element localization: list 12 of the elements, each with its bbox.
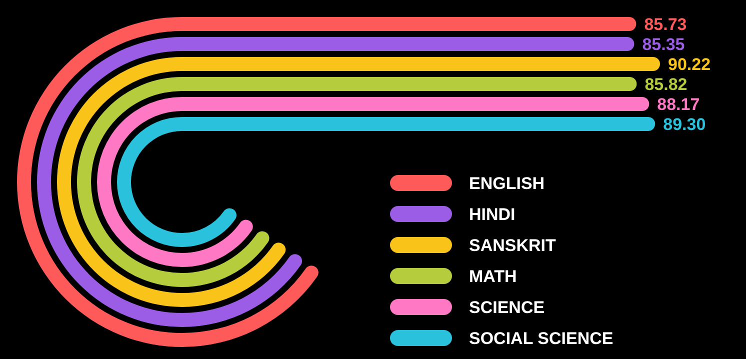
legend-label: SOCIAL SCIENCE xyxy=(469,328,614,348)
legend-label: SANSKRIT xyxy=(469,236,557,255)
data-label: 85.82 xyxy=(644,74,688,94)
legend-label: ENGLISH xyxy=(469,174,545,193)
data-label: 90.22 xyxy=(668,54,711,74)
data-label: 88.17 xyxy=(657,94,700,114)
legend-label: SCIENCE xyxy=(469,298,545,317)
legend-label: MATH xyxy=(469,266,517,286)
data-label: 85.73 xyxy=(644,14,687,34)
data-label: 89.30 xyxy=(663,114,706,134)
legend-label: HINDI xyxy=(469,204,516,224)
data-label: 85.35 xyxy=(642,34,685,54)
